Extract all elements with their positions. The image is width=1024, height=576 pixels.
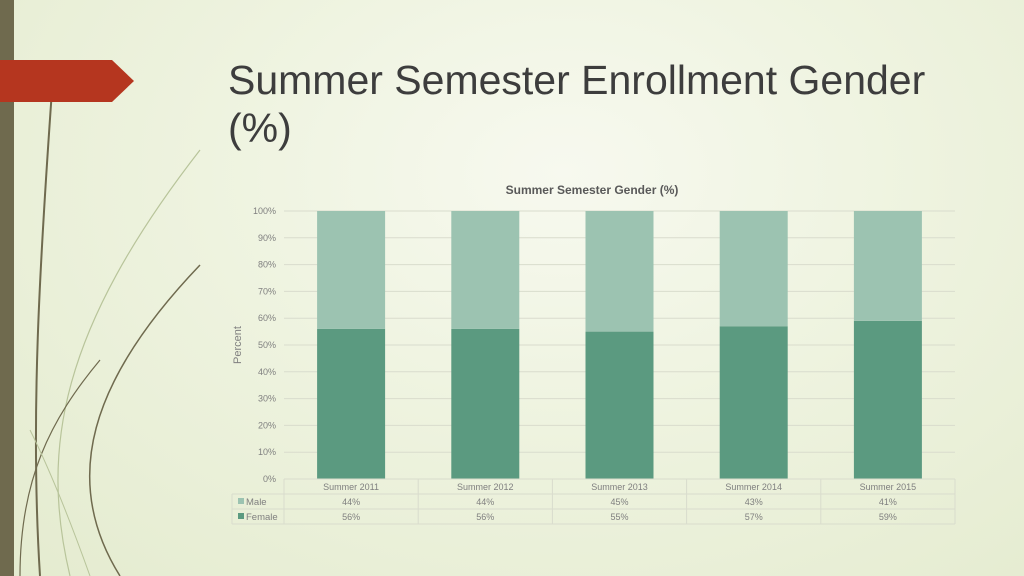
category-label: Summer 2014: [725, 482, 782, 492]
bar-female: [585, 331, 654, 479]
y-tick-label: 30%: [258, 394, 276, 404]
left-decor-bar: [0, 0, 14, 576]
bar-male: [317, 211, 386, 329]
bar-male: [719, 211, 788, 327]
data-table: Summer 2011 Summer 2012 Summer 2013 Summer …: [231, 478, 956, 525]
y-tick-label: 90%: [258, 233, 276, 243]
title-accent-arrow: [0, 60, 134, 102]
bar-male: [585, 211, 654, 332]
bar-female: [317, 328, 386, 479]
y-axis-ticks: 0% 10% 20% 30% 40% 50% 60% 70% 80% 90% 100%: [253, 206, 276, 484]
table-value: 55%: [610, 512, 628, 522]
table-value: 43%: [745, 497, 763, 507]
slide-title: Summer Semester Enrollment Gender (%): [228, 57, 926, 151]
legend-swatch-female: [238, 513, 244, 519]
legend-swatch-male: [238, 498, 244, 504]
table-value: 59%: [879, 512, 897, 522]
category-label: Summer 2013: [591, 482, 648, 492]
y-tick-label: 20%: [258, 420, 276, 430]
table-value: 56%: [342, 512, 360, 522]
legend-label-female: Female: [246, 512, 278, 523]
y-tick-label: 10%: [258, 447, 276, 457]
y-tick-label: 50%: [258, 340, 276, 350]
bar-female: [853, 320, 922, 479]
table-value: 44%: [476, 497, 494, 507]
table-value: 56%: [476, 512, 494, 522]
y-tick-label: 70%: [258, 286, 276, 296]
y-tick-label: 100%: [253, 206, 276, 216]
table-value: 41%: [879, 497, 897, 507]
bar-female: [451, 328, 520, 479]
table-value: 57%: [745, 512, 763, 522]
category-label: Summer 2012: [457, 482, 514, 492]
table-value: 44%: [342, 497, 360, 507]
y-axis-label: Percent: [232, 326, 244, 364]
legend-label-male: Male: [246, 497, 267, 508]
category-label: Summer 2011: [323, 482, 379, 492]
y-tick-label: 80%: [258, 260, 276, 270]
y-tick-label: 40%: [258, 367, 276, 377]
y-tick-label: 60%: [258, 313, 276, 323]
bars: [317, 211, 922, 479]
chart-title: Summer Semester Gender (%): [506, 183, 679, 197]
table-value: 45%: [610, 497, 628, 507]
bar-female: [719, 326, 788, 479]
y-tick-label: 0%: [263, 474, 276, 484]
bar-male: [853, 211, 922, 321]
decorative-grass-lines: [19, 89, 201, 576]
category-label: Summer 2015: [860, 482, 917, 492]
bar-male: [451, 211, 520, 329]
